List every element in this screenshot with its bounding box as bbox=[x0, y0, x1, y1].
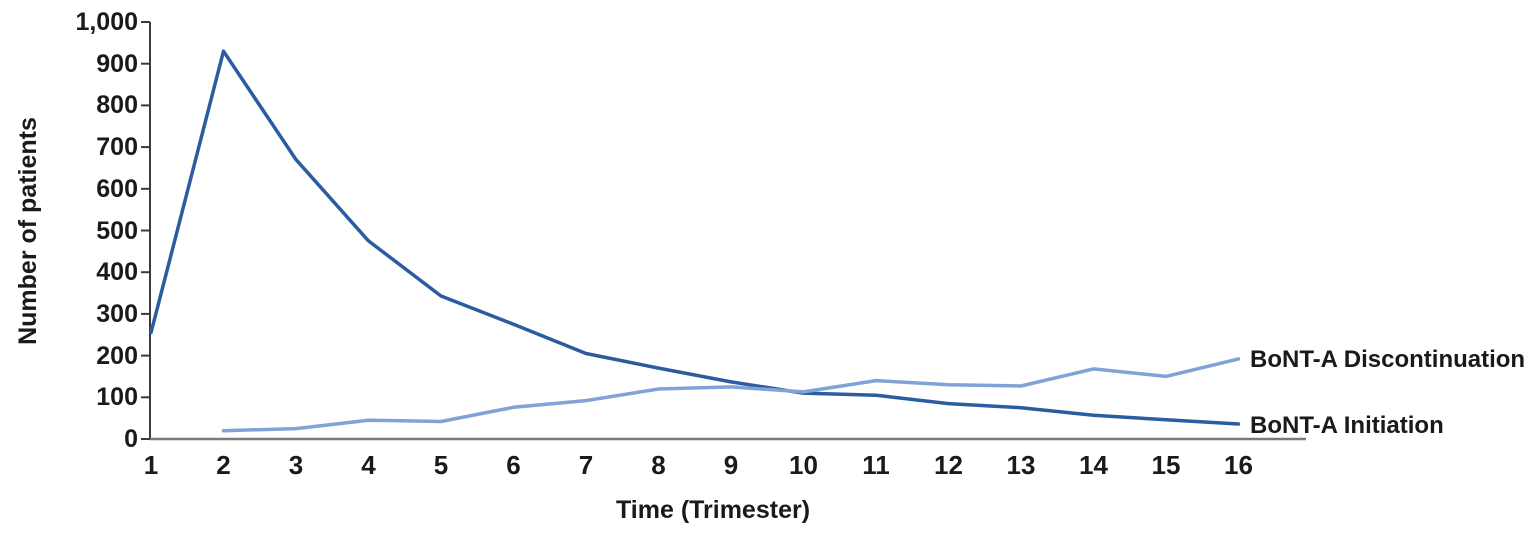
series-label-discontinuation: BoNT-A Discontinuation bbox=[1250, 346, 1526, 373]
x-tick-label: 7 bbox=[578, 450, 594, 480]
x-tick-label: 15 bbox=[1151, 450, 1181, 480]
x-tick-label: 4 bbox=[361, 450, 376, 480]
x-tick-label: 12 bbox=[934, 450, 963, 480]
y-tick-label: 100 bbox=[96, 383, 138, 412]
y-tick-label: 300 bbox=[96, 299, 138, 328]
series-line-initiation bbox=[149, 49, 1241, 426]
x-tick-label: 8 bbox=[651, 450, 666, 480]
y-tick-label: 200 bbox=[96, 341, 138, 370]
y-tick-label: 800 bbox=[96, 91, 138, 120]
series-line-discontinuation bbox=[221, 357, 1241, 433]
y-tick-label: 0 bbox=[124, 425, 138, 453]
y-tick-label: 1,000 bbox=[75, 8, 138, 36]
x-tick-label: 9 bbox=[723, 450, 739, 480]
x-tick-label: 11 bbox=[862, 450, 890, 480]
x-tick-label: 6 bbox=[506, 450, 521, 480]
y-axis-title: Number of patients bbox=[14, 117, 42, 345]
x-tick-label: 16 bbox=[1224, 450, 1253, 480]
y-tick-label: 500 bbox=[96, 216, 138, 245]
y-tick-label: 600 bbox=[96, 174, 138, 203]
y-tick-label: 700 bbox=[96, 133, 138, 162]
y-tick-label: 900 bbox=[96, 49, 138, 78]
series-label-initiation: BoNT-A Initiation bbox=[1250, 412, 1444, 439]
x-tick-label: 10 bbox=[789, 450, 818, 480]
x-tick-label: 2 bbox=[216, 450, 231, 480]
x-tick-label: 5 bbox=[433, 450, 449, 480]
x-tick-label: 14 bbox=[1079, 450, 1108, 480]
x-tick-label: 1 bbox=[143, 450, 159, 480]
x-tick-label: 3 bbox=[288, 450, 304, 480]
x-tick-label: 13 bbox=[1006, 450, 1036, 480]
y-tick-label: 400 bbox=[96, 258, 138, 287]
x-axis-title: Time (Trimester) bbox=[615, 496, 811, 524]
